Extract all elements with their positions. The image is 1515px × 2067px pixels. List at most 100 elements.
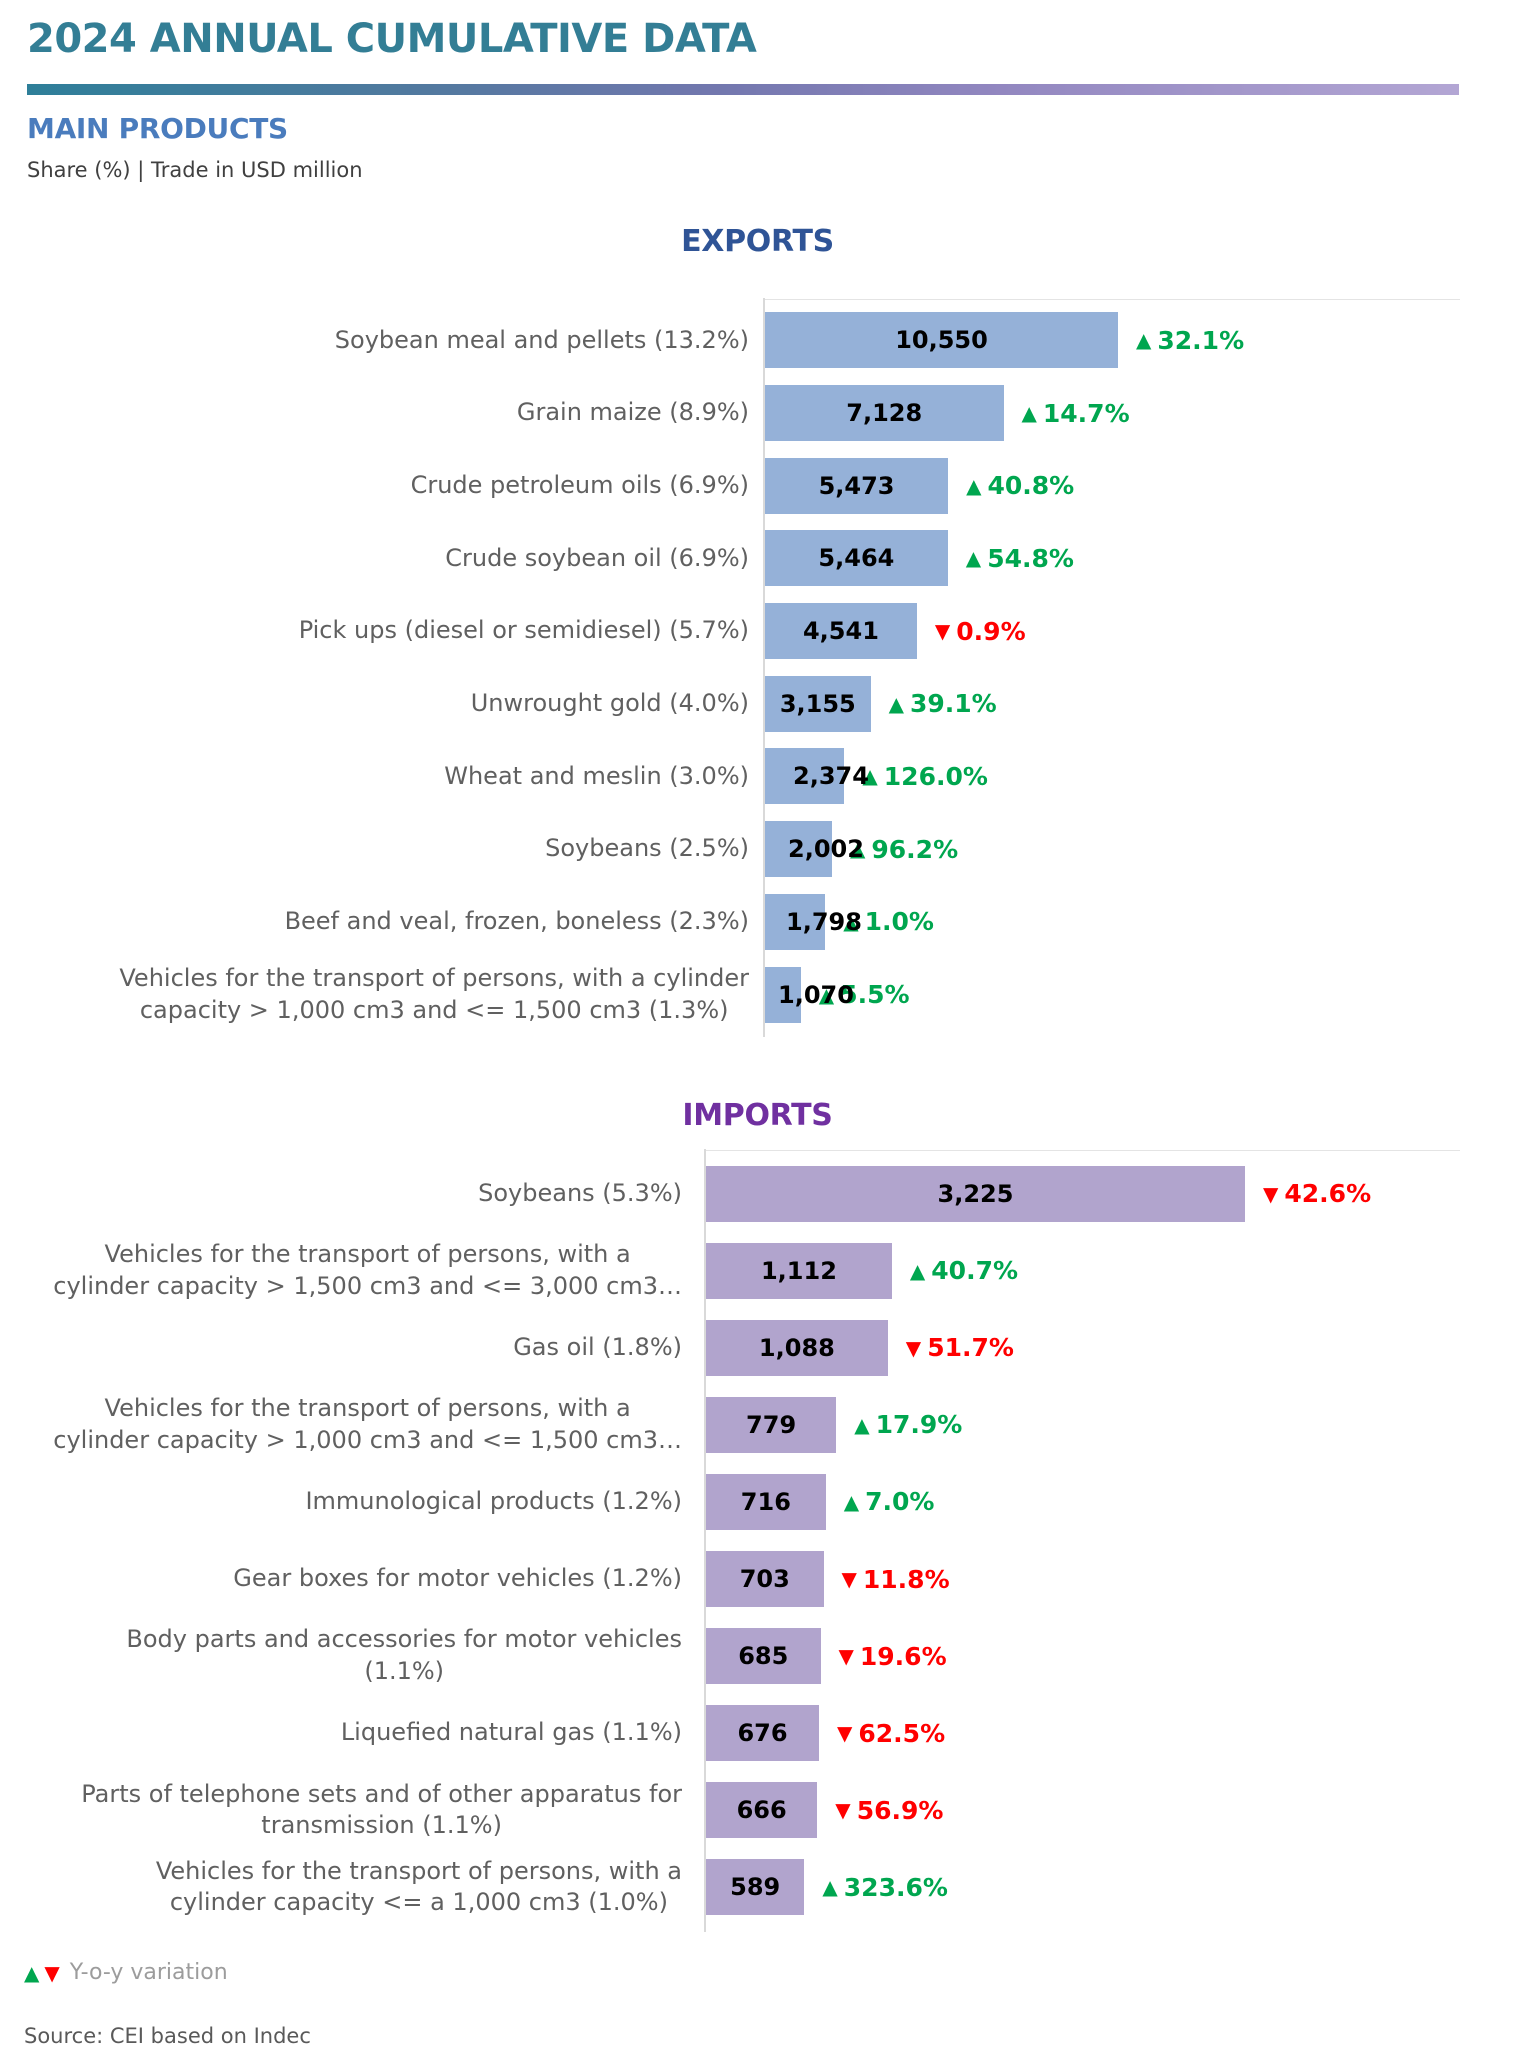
triangle-up-icon: ▲ — [1021, 401, 1037, 426]
bar: 1,070 — [765, 966, 854, 1023]
bar: 3,155 — [765, 675, 871, 732]
bar: 1,112 — [706, 1242, 892, 1299]
value-label: 703 — [739, 1565, 790, 1594]
chart-row: Pick ups (diesel or semidiesel) (5.7%) 4,… — [0, 595, 1515, 668]
value-label: 5,473 — [818, 471, 895, 500]
category-label: Soybeans (5.3%) — [478, 1178, 682, 1207]
section-title: MAIN PRODUCTS — [27, 112, 288, 145]
category-label: Liquefied natural gas (1.1%) — [340, 1718, 682, 1747]
change-pct-text: 56.9% — [856, 1795, 944, 1825]
value-label: 1,112 — [760, 1256, 837, 1285]
triangle-up-icon: ▲ — [854, 1412, 870, 1437]
change-pct-text: 7.0% — [865, 1487, 935, 1517]
triangle-up-icon: ▲ — [843, 909, 859, 934]
change-pct-text: 96.2% — [871, 834, 959, 864]
chart-row: Vehicles for the transport of persons, w… — [0, 1232, 1515, 1309]
change-label: ▲ 126.0% — [862, 762, 988, 791]
value-label: 1,088 — [758, 1333, 835, 1362]
value-axis-line — [763, 298, 765, 1037]
category-label: Pick ups (diesel or semidiesel) (5.7%) — [298, 616, 749, 645]
bar: 676 — [706, 1705, 819, 1762]
value-label: 685 — [738, 1642, 789, 1671]
plot-top-border — [706, 1150, 1460, 1151]
bar: 779 — [706, 1396, 837, 1453]
triangle-down-icon: ▼ — [934, 619, 951, 644]
triangle-up-icon: ▲ — [965, 546, 982, 571]
chart-row: Crude soybean oil (6.9%) 5,464 ▲ 54.8% — [0, 522, 1515, 595]
chart-row: Crude petroleum oils (6.9%) 5,473 ▲ 40.8% — [0, 449, 1515, 522]
triangle-up-icon: ▲ — [888, 691, 904, 716]
bar: 589 — [706, 1859, 805, 1916]
bar: 685 — [706, 1628, 821, 1685]
triangle-down-icon: ▼ — [835, 1798, 851, 1823]
change-label: ▲ 323.6% — [822, 1873, 948, 1902]
bar: 703 — [706, 1551, 824, 1608]
bar: 1,088 — [706, 1319, 888, 1376]
category-label: Gas oil (1.8%) — [513, 1332, 682, 1361]
change-label: ▲ 17.9% — [854, 1410, 962, 1439]
change-pct-text: 42.6% — [1284, 1179, 1372, 1209]
change-pct-text: 126.0% — [883, 761, 988, 791]
value-axis-line — [704, 1149, 706, 1932]
source-note: Source: CEI based on Indec — [24, 2024, 311, 2048]
triangle-up-icon: ▲ — [862, 764, 878, 789]
bar: 1,798 — [765, 893, 862, 950]
bar: 2,374 — [765, 748, 869, 805]
category-label: Beef and veal, frozen, boneless (2.3%) — [284, 907, 749, 935]
category-label: Vehicles for the transport of persons, w… — [53, 1239, 682, 1300]
chart-row: Vehicles for the transport of persons, w… — [0, 958, 1515, 1031]
chart-row: Soybean meal and pellets (13.2%) 10,550 ▲ 3… — [0, 304, 1515, 377]
change-label: ▲ 40.8% — [966, 471, 1074, 500]
yoy-legend: ▲ ▼ Y-o-y variation — [24, 1960, 228, 1985]
imports-chart-title: IMPORTS — [682, 1098, 833, 1133]
change-pct-text: 39.1% — [909, 689, 997, 719]
triangle-up-icon: ▲ — [24, 1960, 40, 1985]
triangle-up-icon: ▲ — [843, 1489, 860, 1514]
chart-row: Body parts and accessories for motor veh… — [0, 1618, 1515, 1695]
change-label: ▼ 51.7% — [906, 1333, 1014, 1362]
change-label: ▼ 42.6% — [1263, 1179, 1371, 1208]
category-label: Wheat and meslin (3.0%) — [444, 761, 749, 790]
value-label: 666 — [736, 1796, 787, 1825]
triangle-up-icon: ▲ — [850, 837, 866, 862]
change-label: ▲ 7.0% — [844, 1487, 935, 1516]
triangle-up-icon: ▲ — [966, 473, 982, 498]
change-pct-text: 19.6% — [859, 1641, 947, 1671]
change-pct-text: 32.1% — [1157, 325, 1245, 355]
change-label: ▼ 11.8% — [842, 1565, 950, 1594]
triangle-down-icon: ▼ — [1263, 1181, 1279, 1206]
value-label: 1,070 — [778, 980, 854, 1009]
change-label: ▲ 5.5% — [819, 980, 910, 1009]
change-pct-text: 323.6% — [843, 1872, 948, 1902]
category-label: Soybean meal and pellets (13.2%) — [334, 325, 749, 354]
change-label: ▲ 32.1% — [1136, 326, 1244, 355]
value-label: 10,550 — [895, 326, 988, 355]
category-label: Parts of telephone sets and of other app… — [81, 1779, 682, 1840]
change-label: ▼ 0.9% — [935, 617, 1026, 646]
chart-row: Soybeans (2.5%) 2,002 ▲ 96.2% — [0, 813, 1515, 886]
change-pct-text: 17.9% — [875, 1410, 963, 1440]
bar: 10,550 — [765, 312, 1118, 369]
chart-row: Parts of telephone sets and of other app… — [0, 1772, 1515, 1849]
chart-row: Unwrought gold (4.0%) 3,155 ▲ 39.1% — [0, 667, 1515, 740]
triangle-down-icon: ▼ — [44, 1960, 60, 1985]
value-label: 676 — [737, 1719, 788, 1748]
category-label: Immunological products (1.2%) — [305, 1487, 682, 1516]
triangle-down-icon: ▼ — [838, 1644, 854, 1669]
category-label: Gear boxes for motor vehicles (1.2%) — [233, 1564, 682, 1593]
category-label: Crude soybean oil (6.9%) — [445, 543, 749, 572]
change-label: ▼ 62.5% — [837, 1719, 945, 1748]
change-label: ▼ 19.6% — [839, 1642, 947, 1671]
bar: 7,128 — [765, 385, 1004, 442]
value-label: 716 — [740, 1487, 791, 1516]
chart-row: Liquefied natural gas (1.1%) 676 ▼ 62.5% — [0, 1695, 1515, 1772]
change-pct-text: 54.8% — [987, 543, 1074, 573]
change-pct-text: 5.5% — [840, 980, 910, 1010]
chart-row: Immunological products (1.2%) 716 ▲ 7.0% — [0, 1463, 1515, 1540]
change-label: ▼ 56.9% — [835, 1796, 943, 1825]
exports-chart-title: EXPORTS — [681, 224, 834, 259]
change-pct-text: 1.0% — [864, 907, 934, 937]
change-pct-text: 62.5% — [858, 1718, 946, 1748]
value-label: 779 — [746, 1410, 797, 1439]
yoy-legend-label: Y-o-y variation — [69, 1960, 228, 1985]
